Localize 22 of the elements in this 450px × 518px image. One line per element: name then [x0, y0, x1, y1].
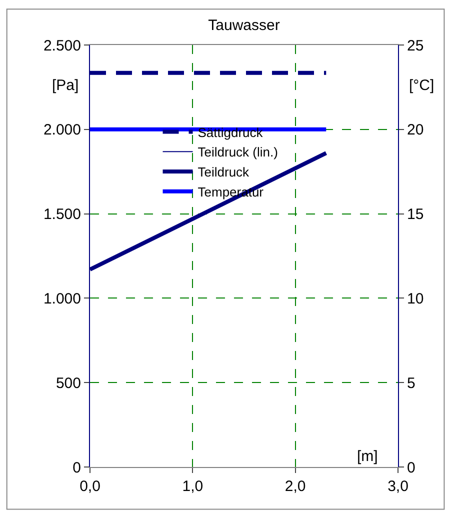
x-tick-label: 1,0 — [182, 478, 204, 495]
y-tick-label: 2.500 — [43, 37, 81, 54]
x-tick-label: 0,0 — [80, 478, 100, 495]
x-tick-label: 2,0 — [284, 478, 306, 495]
legend-label: Teildruck (lin.) — [198, 144, 278, 160]
x-tick-label: 3,0 — [388, 478, 408, 495]
y2-tick-label: 0 — [407, 459, 416, 476]
y-tick-label: 0 — [72, 459, 81, 476]
y-axis-title: [Pa] — [52, 77, 79, 94]
y-tick-label: 2.000 — [43, 122, 81, 139]
y-tick-label: 500 — [56, 374, 81, 392]
y-tick-label: 1.500 — [43, 206, 81, 224]
y-tick-label: 1.000 — [43, 290, 81, 308]
y2-tick-label: 25 — [407, 37, 424, 54]
y2-tick-label: 5 — [407, 374, 416, 392]
legend-label: Teildruck — [198, 164, 250, 180]
y2-axis-title: [°C] — [409, 77, 434, 94]
y2-tick-label: 15 — [407, 206, 424, 224]
x-axis-title: [m] — [357, 448, 378, 465]
y2-tick-label: 20 — [407, 122, 424, 139]
chart-title: Tauwasser — [208, 17, 280, 34]
y2-tick-label: 10 — [407, 290, 424, 308]
